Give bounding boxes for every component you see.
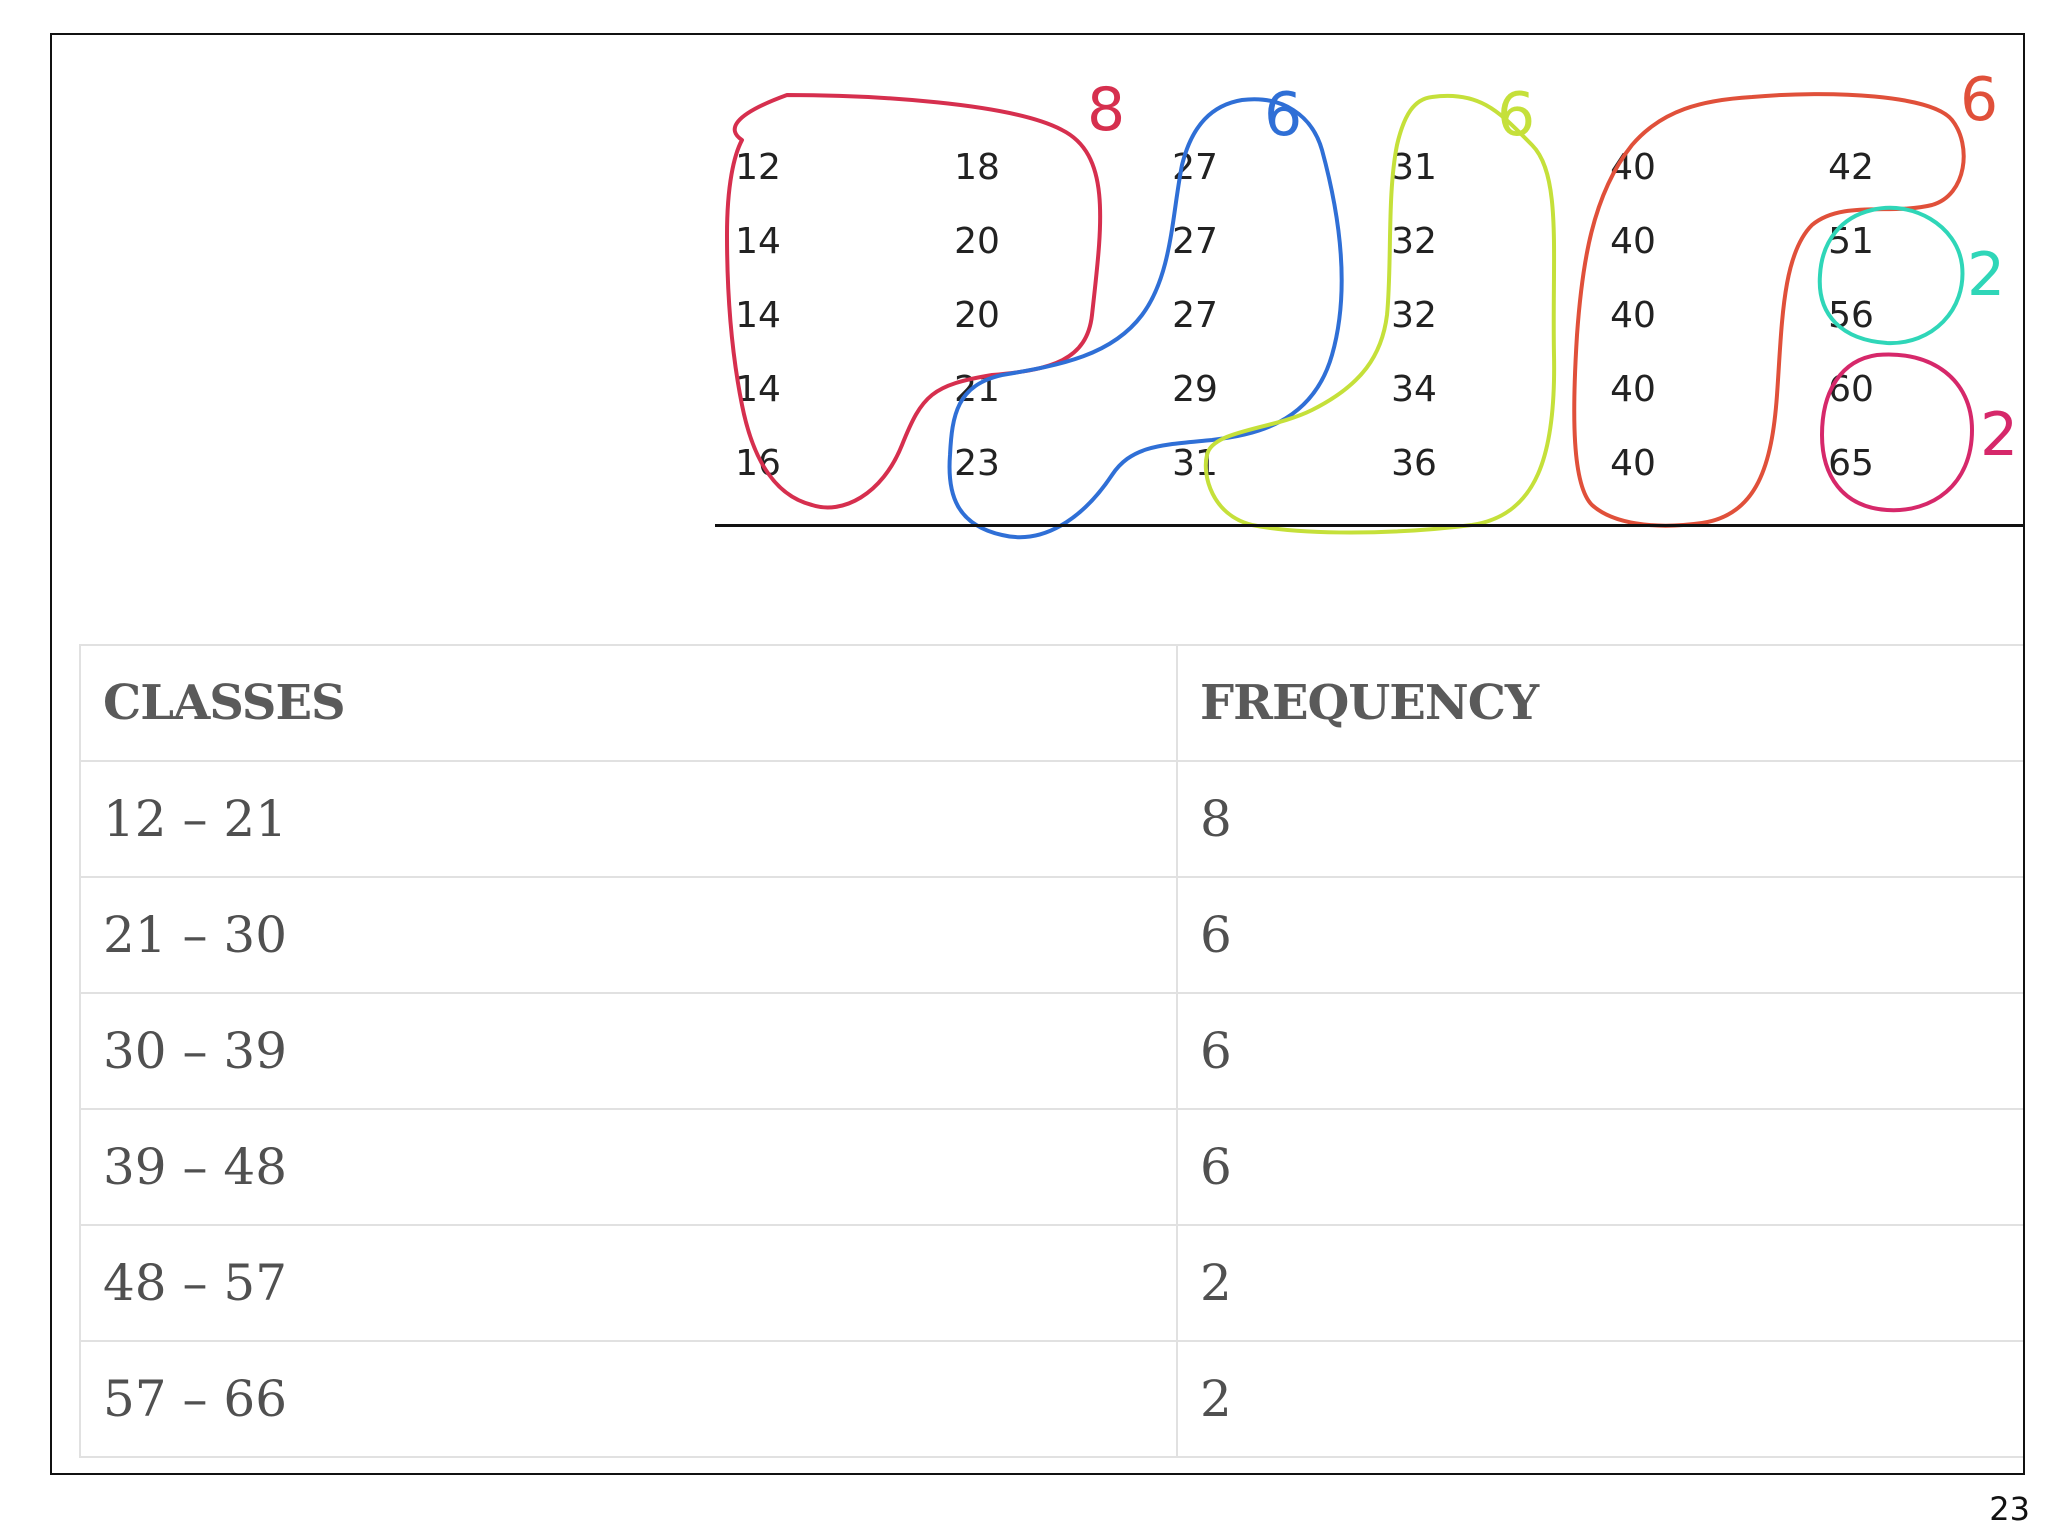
data-value: 65: [1828, 443, 1874, 484]
data-value: 40: [1610, 221, 1656, 262]
class-interval-cell: 48 – 57: [79, 1224, 1178, 1342]
group-count-label: 6: [1264, 80, 1302, 150]
table-row: 57 – 66 2: [79, 1340, 2023, 1458]
group-outline-blue: [947, 97, 1344, 540]
group-count-label: 8: [1087, 75, 1125, 145]
data-value: 51: [1828, 221, 1874, 262]
data-value: 18: [954, 147, 1000, 188]
frequency-cell: 6: [1176, 1108, 2023, 1226]
data-value: 27: [1172, 221, 1218, 262]
table-row: 30 – 39 6: [79, 992, 2023, 1110]
data-value: 60: [1828, 369, 1874, 410]
group-count-label: 6: [1497, 80, 1535, 150]
data-value: 31: [1391, 147, 1437, 188]
class-interval-cell: 12 – 21: [79, 760, 1178, 878]
class-interval-cell: 57 – 66: [79, 1340, 1178, 1458]
column-header-frequency: FREQUENCY: [1176, 644, 2023, 762]
data-value: 20: [954, 295, 1000, 336]
data-value: 42: [1828, 147, 1874, 188]
table-row: 48 – 57 2: [79, 1224, 2023, 1342]
data-value: 40: [1610, 295, 1656, 336]
raw-data-grid: 12 14 14 14 16 18 20 20 21 23 27 27 27 2…: [52, 35, 2023, 555]
column-header-classes: CLASSES: [79, 644, 1178, 762]
frequency-table: CLASSES FREQUENCY 12 – 21 8 21 – 30 6 30…: [79, 644, 2023, 1458]
data-value: 40: [1610, 443, 1656, 484]
data-value: 32: [1391, 295, 1437, 336]
data-value: 20: [954, 221, 1000, 262]
table-header-row: CLASSES FREQUENCY: [79, 644, 2023, 762]
class-interval-cell: 21 – 30: [79, 876, 1178, 994]
frequency-cell: 6: [1176, 992, 2023, 1110]
grid-underline: [715, 524, 2023, 527]
data-value: 29: [1172, 369, 1218, 410]
table-row: 21 – 30 6: [79, 876, 2023, 994]
grouping-annotations: 8 6 6 6 2 2: [725, 65, 2018, 540]
group-count-label: 2: [1967, 240, 2005, 310]
group-outline-orange: [1572, 92, 1966, 528]
group-outline-magenta: [1820, 352, 1974, 513]
table-row: 39 – 48 6: [79, 1108, 2023, 1226]
data-value: 12: [735, 147, 781, 188]
data-value: 34: [1391, 369, 1437, 410]
data-value: 32: [1391, 221, 1437, 262]
frequency-cell: 2: [1176, 1340, 2023, 1458]
group-count-label: 2: [1980, 400, 2018, 470]
frequency-cell: 2: [1176, 1224, 2023, 1342]
class-interval-cell: 30 – 39: [79, 992, 1178, 1110]
data-value: 23: [954, 443, 1000, 484]
frequency-cell: 8: [1176, 760, 2023, 878]
data-value: 16: [735, 443, 781, 484]
data-value: 40: [1610, 369, 1656, 410]
group-count-label: 6: [1960, 65, 1998, 135]
group-outline-red: [725, 93, 1103, 510]
data-value: 27: [1172, 295, 1218, 336]
table-row: 12 – 21 8: [79, 760, 2023, 878]
class-interval-cell: 39 – 48: [79, 1108, 1178, 1226]
group-outline-yellow: [1203, 93, 1557, 535]
data-value: 14: [735, 221, 781, 262]
data-value: 14: [735, 295, 781, 336]
frequency-cell: 6: [1176, 876, 2023, 994]
group-outline-teal: [1817, 205, 1965, 346]
data-value: 36: [1391, 443, 1437, 484]
page-number: 23: [1989, 1490, 2030, 1528]
slide-frame: 12 14 14 14 16 18 20 20 21 23 27 27 27 2…: [50, 33, 2025, 1475]
data-value: 56: [1828, 295, 1874, 336]
